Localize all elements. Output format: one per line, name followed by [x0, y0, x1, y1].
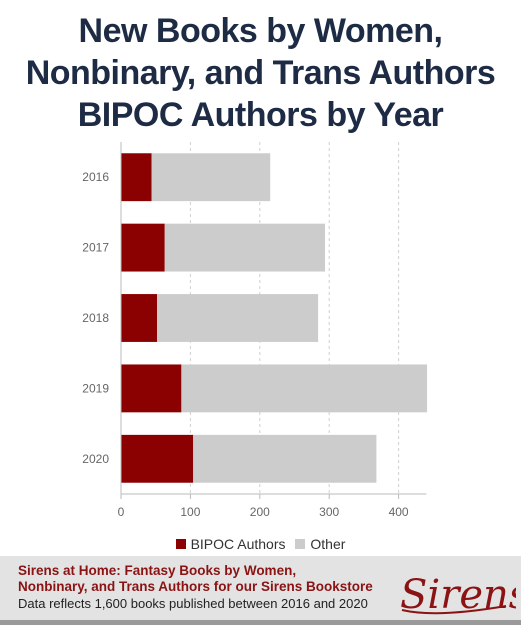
- bar-bipoc-authors[interactable]: [121, 294, 158, 342]
- axis-layer: 2016 2017 2018 2019 2020 0 100 200 300 400: [82, 142, 427, 519]
- footer-bottom-bar: [0, 620, 521, 625]
- legend-label-other: Other: [310, 536, 346, 552]
- footer-title-line: Nonbinary, and Trans Authors for our Sir…: [18, 579, 373, 594]
- legend-item-other[interactable]: Other: [295, 536, 345, 552]
- chart-title: New Books by Women, Nonbinary, and Trans…: [0, 10, 521, 136]
- x-tick-label: 100: [180, 505, 200, 519]
- x-tick-label: 400: [389, 505, 409, 519]
- x-tick-label: 300: [319, 505, 339, 519]
- chart-legend: BIPOC Authors Other: [0, 536, 521, 552]
- chart-title-line: BIPOC Authors by Year: [77, 96, 444, 134]
- chart-title-line: Nonbinary, and Trans Authors: [25, 54, 496, 92]
- y-tick-label: 2019: [82, 381, 109, 395]
- y-tick-label: 2018: [82, 311, 109, 325]
- legend-label-bipoc: BIPOC Authors: [190, 536, 286, 552]
- bar-other[interactable]: [164, 223, 326, 272]
- y-tick-label: 2017: [82, 241, 109, 255]
- bar-other[interactable]: [181, 364, 428, 413]
- bar-bipoc-authors[interactable]: [121, 153, 152, 202]
- bar-bipoc-authors[interactable]: [121, 223, 165, 272]
- legend-swatch-bipoc: [175, 539, 186, 549]
- footer: Sirens at Home: Fantasy Books by Women, …: [0, 556, 521, 620]
- footer-text: Sirens at Home: Fantasy Books by Women, …: [18, 563, 398, 612]
- bars-layer: [121, 153, 428, 483]
- bar-other[interactable]: [151, 153, 271, 202]
- chart-title-line: New Books by Women,: [78, 12, 443, 50]
- chart-svg: 2016 2017 2018 2019 2020 0 100 200 300 400: [82, 142, 428, 519]
- footer-title-line: Sirens at Home: Fantasy Books by Women,: [18, 563, 297, 578]
- sirens-logo-text: Sirens: [400, 572, 516, 618]
- sirens-logo: Sirens: [400, 572, 516, 618]
- bar-other[interactable]: [193, 434, 377, 483]
- y-tick-label: 2016: [82, 170, 109, 184]
- legend-swatch-other: [295, 539, 306, 549]
- x-tick-label: 0: [118, 505, 125, 519]
- footer-note: Data reflects 1,600 books published betw…: [18, 596, 368, 611]
- legend-item-bipoc[interactable]: BIPOC Authors: [175, 536, 286, 552]
- sirens-logo-swash: [401, 605, 507, 615]
- y-tick-label: 2020: [82, 452, 109, 466]
- bar-bipoc-authors[interactable]: [121, 364, 182, 413]
- bar-bipoc-authors[interactable]: [121, 434, 194, 483]
- x-tick-label: 200: [250, 505, 270, 519]
- bar-other[interactable]: [157, 294, 319, 342]
